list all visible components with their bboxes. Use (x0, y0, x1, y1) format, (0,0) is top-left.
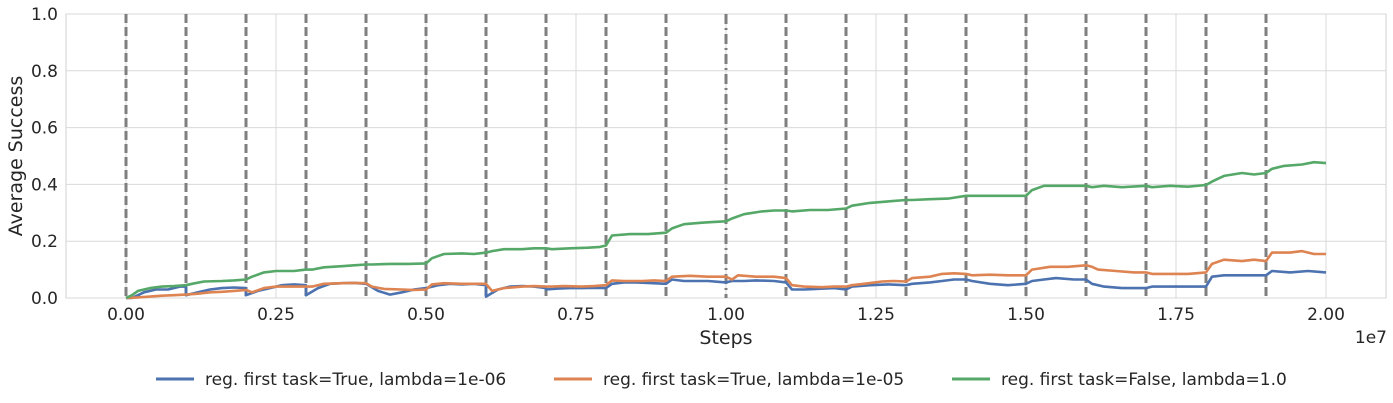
y-tick-labels: 0.0 0.2 0.4 0.6 0.8 1.0 (31, 5, 58, 309)
x-tick-label: 1.25 (857, 305, 895, 325)
y-tick-label: 0.4 (31, 175, 58, 195)
x-tick-label: 2.00 (1307, 305, 1345, 325)
task-boundaries (124, 14, 1268, 298)
x-tick-label: 1.50 (1007, 305, 1045, 325)
legend: reg. first task=True, lambda=1e-06 reg. f… (156, 370, 1287, 390)
y-tick-label: 0.2 (31, 232, 58, 252)
x-offset-label: 1e7 (1355, 328, 1387, 348)
x-tick-labels: 0.00 0.25 0.50 0.75 1.00 1.25 1.50 1.75 2.00 (107, 305, 1345, 325)
y-tick-label: 0.8 (31, 62, 58, 82)
legend-label-1: reg. first task=True, lambda=1e-06 (205, 370, 506, 390)
series-line-3 (125, 160, 1327, 300)
y-tick-label: 1.0 (31, 5, 58, 25)
legend-label-2: reg. first task=True, lambda=1e-05 (603, 370, 904, 390)
x-tick-label: 0.25 (257, 305, 295, 325)
x-tick-label: 0.75 (557, 305, 595, 325)
x-tick-label: 1.75 (1157, 305, 1195, 325)
y-axis-label: Average Success (5, 76, 27, 237)
legend-label-3: reg. first task=False, lambda=1.0 (1001, 370, 1287, 390)
x-tick-label: 1.00 (707, 305, 745, 325)
y-tick-label: 0.0 (31, 289, 58, 309)
x-axis-label: Steps (699, 327, 752, 349)
series-line-2 (125, 249, 1326, 300)
x-tick-label: 0.00 (107, 305, 145, 325)
y-tick-label: 0.6 (31, 119, 58, 139)
series-lines (125, 160, 1327, 300)
x-tick-label: 0.50 (407, 305, 445, 325)
